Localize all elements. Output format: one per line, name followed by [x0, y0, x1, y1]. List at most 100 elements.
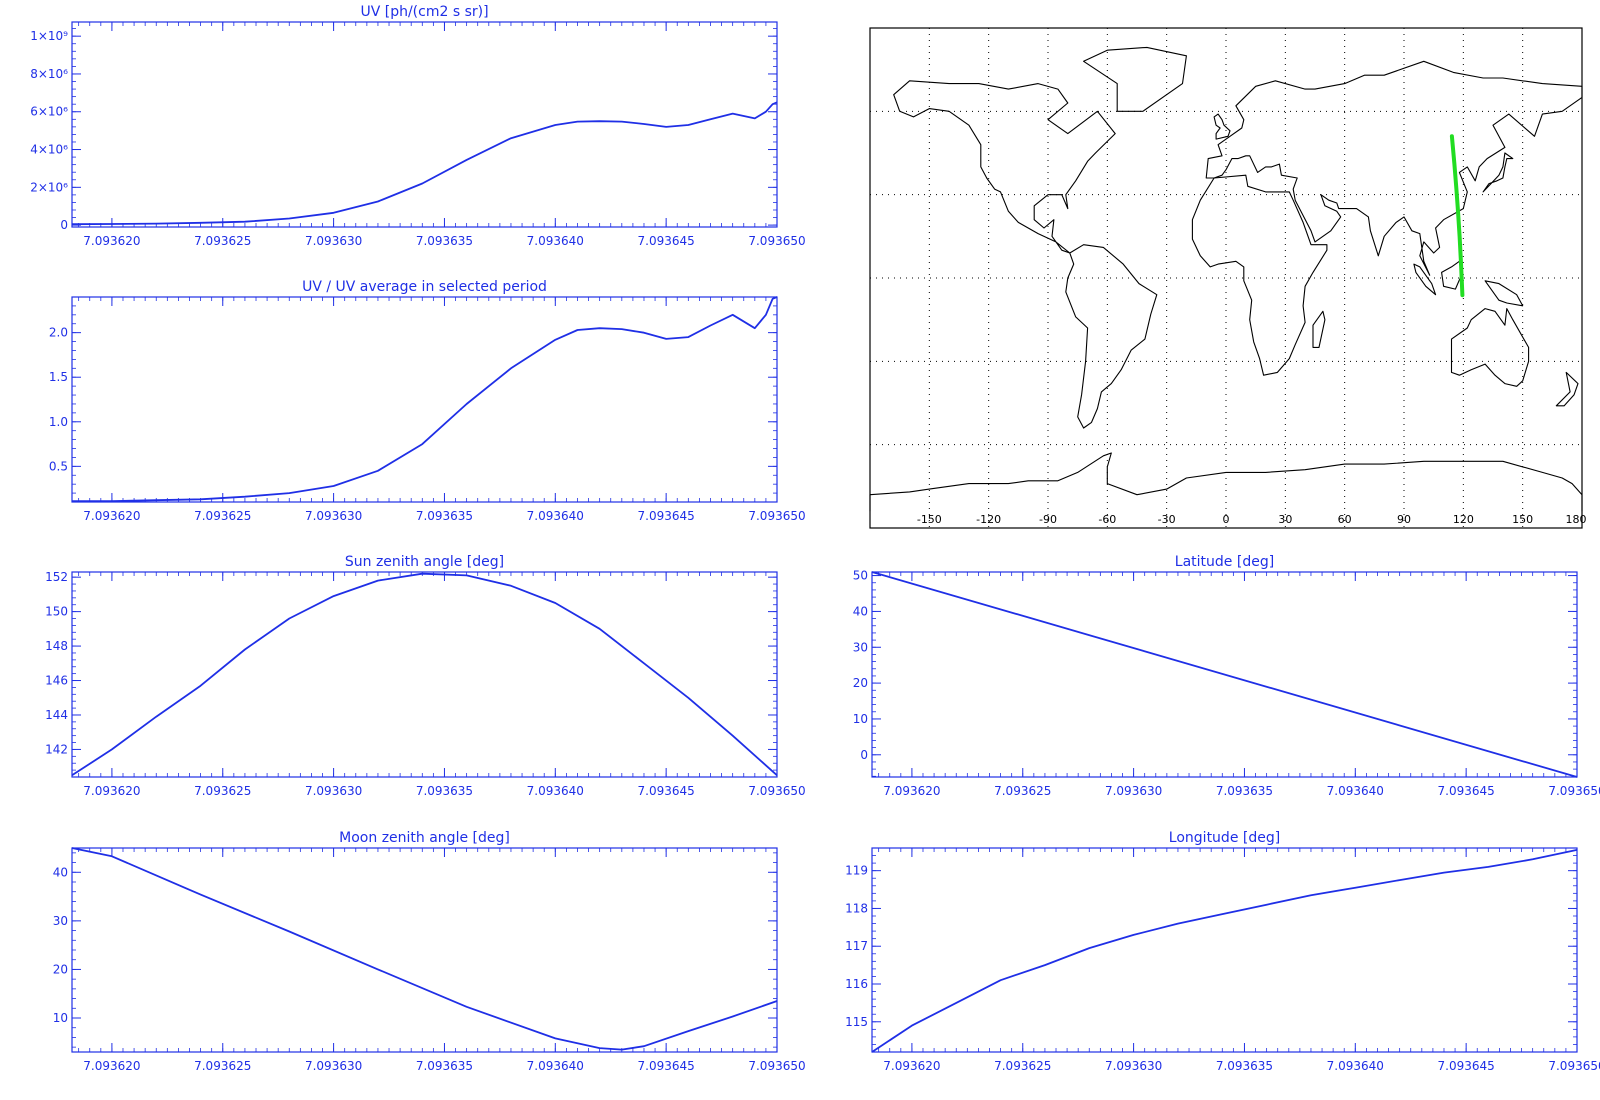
y-tick-label: 144: [45, 708, 68, 722]
x-tick-label: 7.093630: [305, 509, 362, 523]
plot-title: Sun zenith angle [deg]: [345, 554, 504, 570]
coastline-eurasia: [1205, 60, 1583, 276]
y-tick-label: 152: [45, 570, 68, 584]
coastline-japan: [1482, 152, 1514, 193]
y-tick-label: 30: [53, 914, 68, 928]
y-tick-label: 118: [845, 901, 868, 915]
x-tick-label: 7.093645: [1438, 784, 1495, 798]
map-lon-label: 30: [1278, 513, 1292, 526]
x-tick-label: 7.093635: [416, 784, 473, 798]
y-tick-label: 8×10⁶: [30, 67, 68, 81]
x-tick-label: 7.093640: [1327, 784, 1384, 798]
coastline-antarctica: [869, 452, 1583, 512]
x-tick-label: 7.093635: [416, 509, 473, 523]
coastline-madagascar: [1312, 310, 1326, 348]
x-tick-label: 7.093620: [883, 1059, 940, 1073]
plot-frame: [871, 571, 1578, 778]
x-tick-label: 7.093625: [994, 1059, 1051, 1073]
y-tick-label: 119: [845, 864, 868, 878]
series-line: [871, 571, 1578, 778]
plot-frame: [871, 847, 1578, 1053]
plot-uv_ratio: UV / UV average in selected period 7.0936…: [49, 279, 806, 523]
x-tick-label: 7.093645: [638, 234, 695, 248]
y-tick-label: 150: [45, 605, 68, 619]
y-tick-label: 4×10⁶: [30, 143, 68, 157]
y-tick-label: 40: [53, 865, 68, 879]
x-tick-label: 7.093650: [1548, 1059, 1600, 1073]
x-tick-label: 7.093645: [1438, 1059, 1495, 1073]
y-tick-label: 30: [853, 640, 868, 654]
plot-title: UV [ph/(cm2 s sr)]: [360, 4, 488, 20]
plot-moon: Moon zenith angle [deg] 7.093620 7.093625 7…: [53, 830, 806, 1073]
x-tick-label: 7.093630: [1105, 1059, 1162, 1073]
plot-lat: Latitude [deg] 7.093620 7.093625 7.093630 7.…: [853, 554, 1600, 798]
series-line: [871, 849, 1578, 1053]
y-tick-label: 40: [853, 604, 868, 618]
x-tick-label: 7.093645: [638, 784, 695, 798]
x-tick-label: 7.093650: [748, 234, 805, 248]
x-tick-label: 7.093635: [1216, 1059, 1273, 1073]
plot-lon: Longitude [deg] 7.093620 7.093625 7.093630 7…: [845, 830, 1600, 1073]
x-tick-label: 7.093625: [194, 234, 251, 248]
coastline-sumatra: [1413, 263, 1437, 296]
y-tick-label: 116: [845, 977, 868, 991]
x-tick-label: 7.093650: [1548, 784, 1600, 798]
y-tick-label: 6×10⁶: [30, 105, 68, 119]
plot-title: Latitude [deg]: [1175, 554, 1274, 570]
y-tick-label: 20: [853, 676, 868, 690]
plot-frame: [71, 296, 778, 503]
x-tick-label: 7.093620: [83, 234, 140, 248]
plot-title: Moon zenith angle [deg]: [339, 830, 510, 846]
x-tick-label: 7.093650: [748, 1059, 805, 1073]
y-tick-label: 50: [853, 569, 868, 583]
map-lon-label: -120: [976, 513, 1001, 526]
map-lon-label: -90: [1039, 513, 1057, 526]
x-tick-label: 7.093635: [416, 234, 473, 248]
x-tick-label: 7.093620: [83, 1059, 140, 1073]
y-tick-label: 20: [53, 962, 68, 976]
plot-frame: [71, 21, 778, 228]
map-frame: [869, 27, 1583, 529]
y-tick-label: 1.5: [49, 370, 68, 384]
y-tick-label: 0: [60, 218, 68, 232]
map-lon-label: -60: [1098, 513, 1116, 526]
y-tick-label: 115: [845, 1015, 868, 1029]
x-tick-label: 7.093640: [527, 234, 584, 248]
y-tick-label: 117: [845, 939, 868, 953]
coastline-south-america: [1065, 244, 1158, 429]
plot-title: Longitude [deg]: [1169, 830, 1280, 846]
y-tick-label: 1×10⁹: [30, 29, 68, 43]
plot-frame: [71, 847, 778, 1053]
series-line: [72, 296, 778, 503]
x-tick-label: 7.093635: [416, 1059, 473, 1073]
map-lon-label: 180: [1566, 513, 1587, 526]
x-tick-label: 7.093645: [638, 509, 695, 523]
map-lon-label: -150: [917, 513, 942, 526]
map-lon-label: 120: [1453, 513, 1474, 526]
y-tick-label: 148: [45, 639, 68, 653]
series-line: [71, 101, 778, 226]
x-tick-label: 7.093650: [748, 784, 805, 798]
y-tick-label: 2×10⁶: [30, 180, 68, 194]
coastline-africa: [1191, 174, 1328, 376]
y-tick-label: 142: [45, 742, 68, 756]
series-line: [71, 847, 778, 1051]
series-line: [71, 572, 778, 777]
x-tick-label: 7.093625: [194, 509, 251, 523]
map-lon-label: 0: [1223, 513, 1230, 526]
x-tick-label: 7.093635: [1216, 784, 1273, 798]
coastline-australia: [1450, 308, 1530, 387]
y-tick-label: 146: [45, 674, 68, 688]
plot-uv: UV [ph/(cm2 s sr)] 7.093620 7.093625 7.0936…: [30, 4, 805, 248]
x-tick-label: 7.093640: [527, 784, 584, 798]
x-tick-label: 7.093650: [748, 509, 805, 523]
x-tick-label: 7.093620: [883, 784, 940, 798]
coastline-new-zealand: [1555, 371, 1579, 407]
x-tick-label: 7.093620: [83, 784, 140, 798]
coastline-greenland: [1083, 46, 1187, 112]
x-tick-label: 7.093625: [994, 784, 1051, 798]
y-tick-label: 1.0: [49, 415, 68, 429]
x-tick-label: 7.093640: [1327, 1059, 1384, 1073]
x-tick-label: 7.093630: [305, 784, 362, 798]
